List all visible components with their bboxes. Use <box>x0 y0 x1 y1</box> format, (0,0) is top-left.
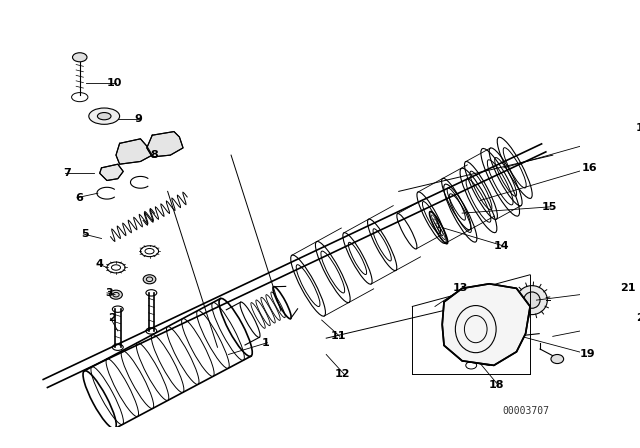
Ellipse shape <box>97 112 111 120</box>
Text: 1: 1 <box>262 338 269 348</box>
Ellipse shape <box>72 53 87 62</box>
Text: 21: 21 <box>620 283 636 293</box>
Polygon shape <box>442 284 530 366</box>
Text: 14: 14 <box>493 241 509 251</box>
Text: 18: 18 <box>489 380 504 390</box>
Text: 3: 3 <box>105 288 113 298</box>
Text: 00003707: 00003707 <box>502 406 549 416</box>
Text: 12: 12 <box>335 370 350 379</box>
Text: 11: 11 <box>330 332 346 341</box>
Text: 9: 9 <box>134 114 143 124</box>
Ellipse shape <box>524 292 540 308</box>
Text: 5: 5 <box>81 229 89 239</box>
Ellipse shape <box>516 286 547 314</box>
Text: 20: 20 <box>636 313 640 323</box>
Text: 15: 15 <box>541 202 557 212</box>
Polygon shape <box>100 164 124 181</box>
Ellipse shape <box>109 290 122 299</box>
Ellipse shape <box>551 354 564 363</box>
Text: 7: 7 <box>63 168 71 178</box>
Ellipse shape <box>89 108 120 125</box>
Polygon shape <box>116 139 152 164</box>
Text: 13: 13 <box>452 283 468 293</box>
Polygon shape <box>147 132 183 157</box>
Text: 8: 8 <box>150 150 158 160</box>
Text: 16: 16 <box>581 163 597 173</box>
Text: 6: 6 <box>75 193 83 203</box>
Text: 19: 19 <box>579 349 595 359</box>
Text: 2: 2 <box>109 313 116 323</box>
Ellipse shape <box>143 275 156 284</box>
Text: 17: 17 <box>636 123 640 133</box>
Text: 10: 10 <box>106 78 122 88</box>
Text: 4: 4 <box>96 259 104 269</box>
